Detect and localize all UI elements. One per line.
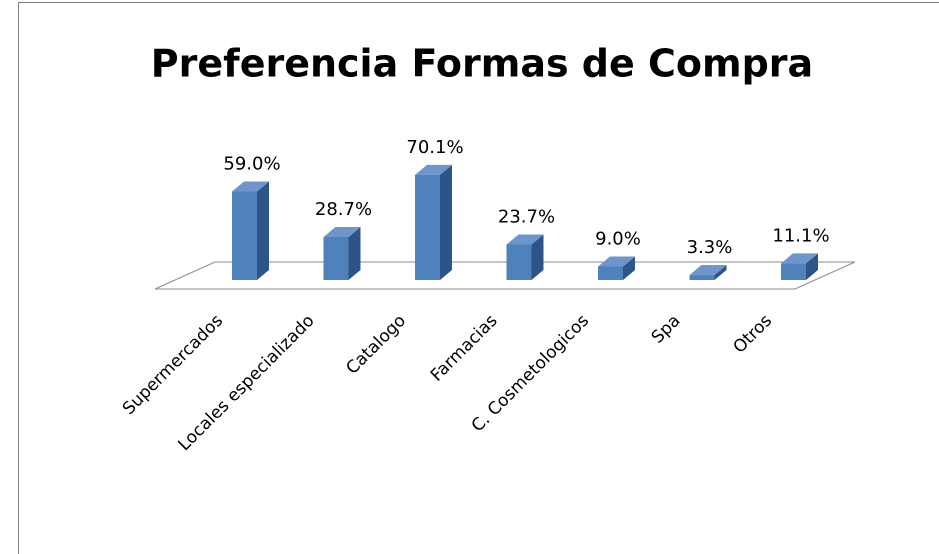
data-label: 9.0% <box>595 229 641 250</box>
bar-top <box>689 265 727 276</box>
bar-top <box>781 253 818 264</box>
bar-side <box>623 256 635 280</box>
x-tick-label: Catalogo <box>342 311 410 379</box>
x-tick-label: Supermercados <box>119 311 227 419</box>
bar-side <box>531 234 544 280</box>
data-label: 70.1% <box>406 137 463 158</box>
bar-side <box>348 226 361 280</box>
bar-side <box>440 164 452 280</box>
x-tick-label: Farmacias <box>427 311 502 386</box>
bar-side <box>257 181 269 280</box>
bar <box>598 266 623 280</box>
bar <box>415 174 440 280</box>
bar <box>506 244 532 280</box>
bar-top <box>415 164 452 175</box>
data-label: 23.7% <box>498 206 555 227</box>
data-label: 59.0% <box>223 154 280 175</box>
x-tick-label: Otros <box>729 311 776 358</box>
data-label: 28.7% <box>315 199 372 220</box>
bar-top <box>232 181 269 192</box>
bar-top <box>598 256 635 267</box>
x-tick-label: Spa <box>648 311 685 348</box>
data-label: 3.3% <box>687 237 733 258</box>
bar <box>689 275 715 280</box>
bar <box>232 191 257 280</box>
chart-frame <box>18 2 939 554</box>
bar <box>781 263 806 280</box>
bar <box>323 236 349 280</box>
bar-side <box>806 253 818 280</box>
data-label: 11.1% <box>772 225 829 246</box>
bar-top <box>506 234 544 245</box>
chart-title: Preferencia Formas de Compra <box>151 42 813 86</box>
bar-side <box>714 265 727 280</box>
bar-top <box>323 226 361 237</box>
